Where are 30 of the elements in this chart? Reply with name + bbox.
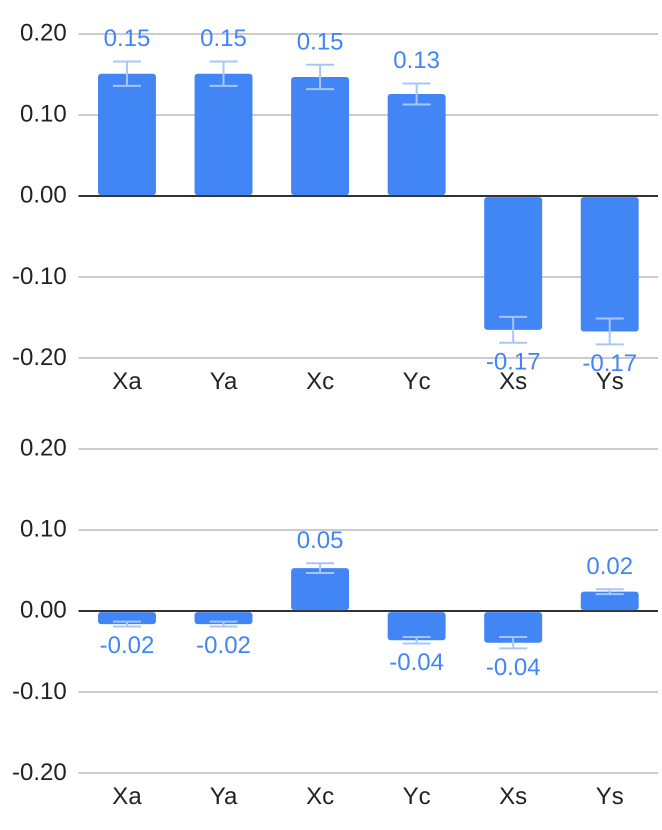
data-label: -0.02: [100, 632, 154, 660]
data-label: 0.15: [296, 28, 344, 56]
y-tick-label: 0.10: [20, 100, 67, 128]
data-label: 0.02: [586, 552, 634, 580]
y-tick-label: -0.10: [12, 678, 67, 705]
x-tick-label: Xa: [112, 783, 142, 810]
data-label: -0.04: [389, 649, 444, 676]
x-tick-label: Xc: [306, 368, 334, 396]
x-tick-label: Yc: [402, 783, 431, 810]
data-label: -0.04: [486, 654, 541, 682]
y-tick-label: 0.00: [20, 182, 67, 209]
data-label: 0.05: [296, 526, 344, 554]
data-label: 0.15: [104, 25, 150, 52]
x-tick-label: Xs: [499, 783, 528, 810]
y-tick-label: -0.20: [12, 758, 67, 786]
data-label: -0.02: [196, 632, 251, 660]
x-tick-label: Yc: [402, 368, 431, 396]
y-tick-label: 0.10: [20, 516, 67, 543]
y-tick-label: 0.20: [20, 20, 67, 47]
x-tick-label: Ya: [210, 783, 238, 810]
x-tick-label: Ys: [596, 783, 624, 810]
x-tick-label: Xc: [306, 783, 334, 810]
y-tick-label: 0.20: [20, 434, 67, 462]
y-tick-label: 0.00: [20, 596, 67, 624]
x-tick-label: Xa: [112, 368, 142, 396]
x-tick-label: Ya: [210, 368, 238, 396]
data-label: 0.13: [393, 47, 440, 74]
y-tick-label: -0.10: [12, 262, 67, 290]
y-tick-label: -0.20: [12, 344, 67, 371]
data-label: 0.15: [200, 25, 247, 52]
